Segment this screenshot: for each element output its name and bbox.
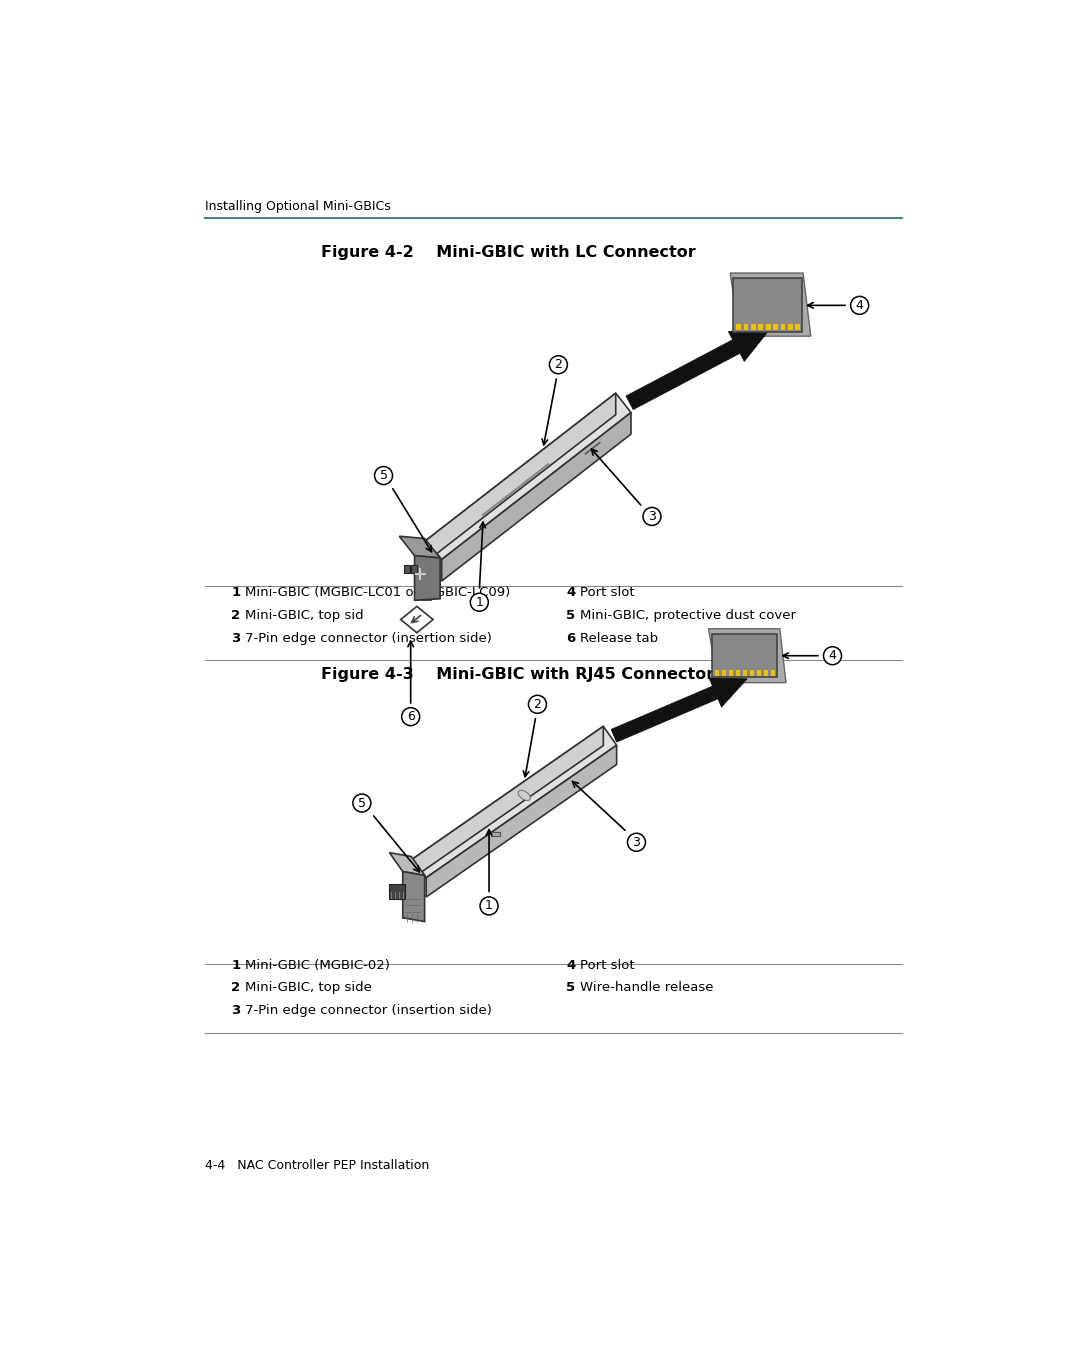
Text: Mini-GBIC, protective dust cover: Mini-GBIC, protective dust cover bbox=[580, 608, 796, 622]
Text: 1: 1 bbox=[475, 596, 483, 608]
Text: Release tab: Release tab bbox=[580, 632, 658, 645]
Text: 1: 1 bbox=[485, 899, 492, 913]
Text: 1: 1 bbox=[231, 959, 241, 971]
Polygon shape bbox=[733, 278, 801, 333]
Polygon shape bbox=[427, 393, 616, 562]
Text: 4: 4 bbox=[855, 299, 864, 312]
Bar bbox=[715, 670, 719, 675]
Polygon shape bbox=[415, 555, 441, 600]
Text: 5: 5 bbox=[357, 797, 366, 809]
Polygon shape bbox=[730, 273, 811, 336]
Bar bbox=[751, 323, 756, 330]
Text: Port slot: Port slot bbox=[580, 959, 635, 971]
Bar bbox=[764, 670, 768, 675]
Text: 2: 2 bbox=[534, 698, 541, 711]
Text: 7-Pin edge connector (insertion side): 7-Pin edge connector (insertion side) bbox=[245, 1004, 492, 1018]
Ellipse shape bbox=[518, 790, 530, 801]
Polygon shape bbox=[712, 634, 777, 678]
Bar bbox=[737, 323, 741, 330]
Polygon shape bbox=[403, 872, 424, 922]
Text: 2: 2 bbox=[554, 359, 563, 371]
Text: Port slot: Port slot bbox=[580, 587, 635, 599]
Bar bbox=[390, 884, 405, 899]
Text: 3: 3 bbox=[633, 836, 640, 848]
Text: Installing Optional Mini-GBICs: Installing Optional Mini-GBICs bbox=[205, 201, 391, 213]
Bar bbox=[404, 565, 409, 573]
Text: 4: 4 bbox=[566, 959, 576, 971]
Text: 5: 5 bbox=[566, 608, 576, 622]
Text: 5: 5 bbox=[566, 981, 576, 994]
Text: Mini-GBIC (MGBIC-LC01 or MGBIC-LC09): Mini-GBIC (MGBIC-LC01 or MGBIC-LC09) bbox=[245, 587, 511, 599]
Text: 2: 2 bbox=[231, 608, 241, 622]
Bar bbox=[795, 323, 800, 330]
Polygon shape bbox=[611, 686, 718, 742]
Text: Mini-GBIC (MGBIC-02): Mini-GBIC (MGBIC-02) bbox=[245, 959, 390, 971]
Polygon shape bbox=[708, 678, 747, 707]
Text: 4: 4 bbox=[566, 587, 576, 599]
Bar bbox=[729, 670, 733, 675]
Text: Mini-GBIC, top sid: Mini-GBIC, top sid bbox=[245, 608, 364, 622]
Polygon shape bbox=[390, 852, 424, 876]
Polygon shape bbox=[427, 393, 631, 559]
Text: 6: 6 bbox=[407, 711, 415, 723]
Polygon shape bbox=[413, 726, 604, 878]
Bar bbox=[735, 670, 740, 675]
Polygon shape bbox=[728, 329, 770, 361]
Text: 7-Pin edge connector (insertion side): 7-Pin edge connector (insertion side) bbox=[245, 632, 492, 645]
Text: 1: 1 bbox=[231, 587, 241, 599]
Text: Figure 4-2    Mini-GBIC with LC Connector: Figure 4-2 Mini-GBIC with LC Connector bbox=[321, 246, 696, 261]
Polygon shape bbox=[413, 726, 617, 877]
Text: 4: 4 bbox=[828, 649, 836, 662]
Bar bbox=[773, 323, 778, 330]
Polygon shape bbox=[401, 607, 433, 633]
Text: 6: 6 bbox=[566, 632, 576, 645]
Text: 2: 2 bbox=[231, 981, 241, 994]
Bar bbox=[758, 323, 764, 330]
Bar bbox=[744, 323, 748, 330]
Text: Figure 4-3    Mini-GBIC with RJ45 Connector: Figure 4-3 Mini-GBIC with RJ45 Connector bbox=[321, 667, 714, 682]
Bar bbox=[757, 670, 760, 675]
Bar bbox=[770, 670, 774, 675]
Text: 5: 5 bbox=[379, 469, 388, 481]
Bar bbox=[491, 832, 500, 836]
Text: 3: 3 bbox=[231, 632, 241, 645]
Bar bbox=[781, 323, 785, 330]
Polygon shape bbox=[403, 872, 422, 918]
Text: 4-4   NAC Controller PEP Installation: 4-4 NAC Controller PEP Installation bbox=[205, 1158, 429, 1172]
Bar bbox=[766, 323, 770, 330]
Polygon shape bbox=[415, 555, 431, 600]
Text: Mini-GBIC, top side: Mini-GBIC, top side bbox=[245, 981, 373, 994]
Polygon shape bbox=[427, 745, 617, 898]
Bar bbox=[743, 670, 747, 675]
Bar bbox=[411, 565, 418, 573]
Polygon shape bbox=[400, 536, 441, 558]
Polygon shape bbox=[708, 629, 786, 682]
Bar bbox=[788, 323, 793, 330]
Text: 3: 3 bbox=[648, 510, 656, 522]
Bar bbox=[721, 670, 726, 675]
Text: 3: 3 bbox=[231, 1004, 241, 1018]
Text: Wire-handle release: Wire-handle release bbox=[580, 981, 714, 994]
Bar bbox=[750, 670, 754, 675]
Polygon shape bbox=[626, 340, 740, 409]
Polygon shape bbox=[442, 412, 631, 581]
